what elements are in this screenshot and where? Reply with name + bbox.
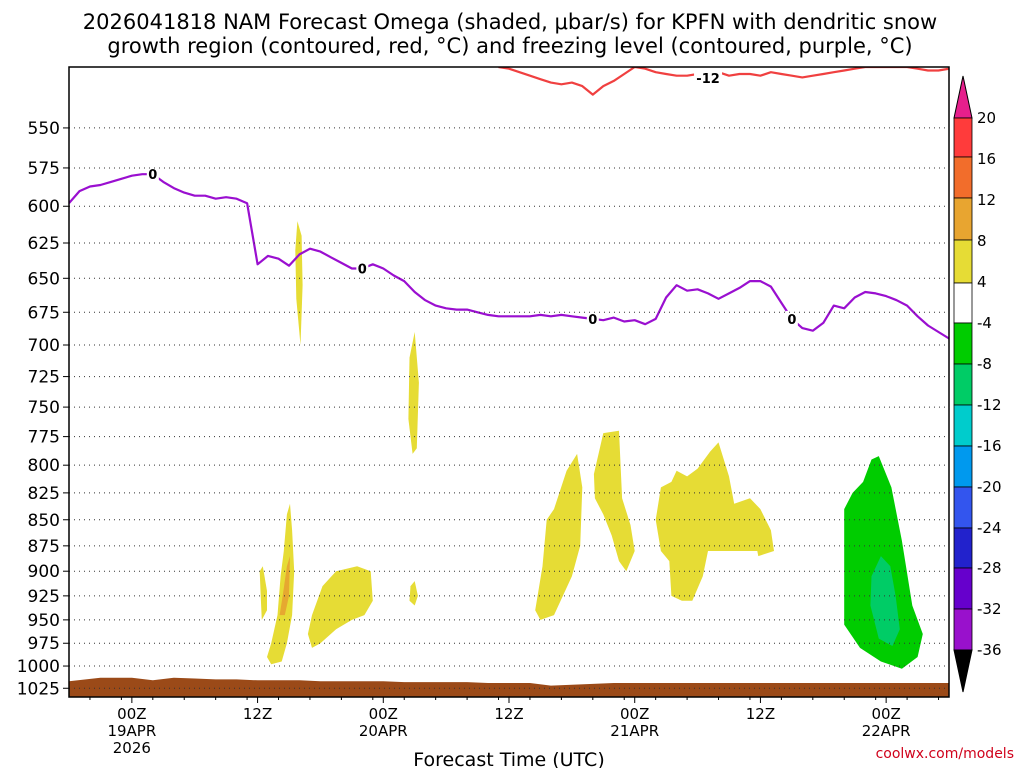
x-tick-label: 20APR [359, 722, 408, 740]
colorbar-swatch [953, 239, 973, 284]
colorbar-swatch [953, 322, 973, 365]
y-tick-label: 875 [28, 537, 60, 557]
omega-region-7 [535, 453, 583, 620]
colorbar-label: 16 [977, 150, 996, 168]
y-tick-label: 1000 [17, 657, 60, 677]
colorbar-swatch [953, 486, 973, 529]
omega-region-3 [307, 566, 373, 648]
omega-region-6 [409, 581, 418, 606]
colorbar-label: -36 [977, 641, 1002, 659]
freezing-level-label: 0 [148, 168, 157, 183]
omega-region-11 [870, 556, 900, 646]
y-tick-label: 575 [28, 159, 60, 179]
y-tick-label: 1025 [17, 679, 60, 699]
x-tick-label: 00Z [871, 705, 900, 723]
omega-region-1 [259, 566, 267, 620]
y-tick-label: 825 [28, 484, 60, 504]
x-tick-label: 2026 [113, 739, 151, 757]
plot-frame [68, 66, 950, 698]
colorbar-swatch [953, 527, 973, 569]
x-tick-label: 00Z [369, 705, 398, 723]
dgz-contour-line [498, 67, 949, 96]
colorbar-label: 20 [977, 109, 996, 127]
x-tick-label: 19APR [107, 722, 156, 740]
chart-title-line1: 2026041818 NAM Forecast Omega (shaded, μ… [83, 10, 937, 34]
terrain-surface [69, 677, 949, 697]
omega-region-2 [279, 556, 290, 616]
grid [69, 127, 949, 689]
colorbar-swatch [953, 282, 973, 324]
x-axis-label: Forecast Time (UTC) [413, 749, 604, 768]
freezing-level-line [69, 173, 949, 340]
y-tick-label: 900 [28, 562, 60, 582]
x-tick-label: 00Z [117, 705, 146, 723]
colorbar-label: -12 [977, 396, 1002, 414]
colorbar-swatch [953, 363, 973, 406]
y-tick-label: 600 [28, 197, 60, 217]
dgz-contour-label: -12 [696, 72, 720, 87]
y-tick-label: 775 [28, 428, 60, 448]
pressure-axis: 550 575 600 625 650 675 700 725 750 775 800 825 850 8… [17, 119, 69, 699]
y-tick-label: 675 [28, 303, 60, 323]
freezing-level-label: 0 [787, 313, 796, 328]
colorbar-swatch [953, 445, 973, 488]
y-tick-label: 700 [28, 336, 60, 356]
colorbar-label: -8 [977, 355, 992, 373]
y-tick-label: 975 [28, 634, 60, 654]
y-tick-label: 625 [28, 234, 60, 254]
omega-region-8 [593, 430, 635, 572]
x-tick-label: 12Z [746, 705, 775, 723]
colorbar-top-arrow [953, 75, 973, 119]
freezing-level-label: 0 [588, 313, 597, 328]
colorbar-label: -4 [977, 314, 992, 332]
x-tick-label: 21APR [610, 722, 659, 740]
credit-text: coolwx.com/models [876, 746, 1014, 762]
colorbar-label: 12 [977, 191, 996, 209]
colorbar-swatch [953, 117, 973, 158]
omega-region-0 [267, 503, 295, 665]
colorbar-label: -24 [977, 519, 1002, 537]
colorbar-bottom-arrow [953, 649, 973, 693]
colorbar-label: -20 [977, 478, 1002, 496]
colorbar-label: -32 [977, 600, 1002, 618]
colorbar-label: 8 [977, 232, 987, 250]
x-tick-label: 12Z [243, 705, 272, 723]
colorbar-label: 4 [977, 273, 987, 291]
freezing-level-label: 0 [358, 263, 367, 278]
colorbar-swatch [953, 197, 973, 241]
y-tick-label: 950 [28, 611, 60, 631]
y-tick-label: 650 [28, 269, 60, 289]
x-tick-label: 22APR [862, 722, 911, 740]
colorbar-swatch [953, 608, 973, 651]
plot-area: 0 0 0 0 -12 [69, 67, 949, 697]
colorbar-swatch [953, 156, 973, 199]
colorbar-label: -16 [977, 437, 1002, 455]
omega-region-5 [408, 332, 419, 454]
x-tick-label: 00Z [620, 705, 649, 723]
chart-title-line2: growth region (contoured, red, °C) and f… [107, 34, 912, 58]
colorbar-swatch [953, 404, 973, 447]
y-tick-label: 800 [28, 456, 60, 476]
y-tick-label: 925 [28, 587, 60, 607]
omega-region-4 [295, 221, 303, 345]
colorbar-label: -28 [977, 559, 1002, 577]
y-tick-label: 725 [28, 368, 60, 388]
omega-region-9 [655, 442, 774, 601]
y-tick-label: 850 [28, 511, 60, 531]
x-tick-label: 12Z [494, 705, 523, 723]
y-tick-label: 750 [28, 398, 60, 418]
colorbar: 20 16 12 8 4 -4 -8 -12 -16 -20 -24 -28 -32 -36 [953, 75, 1002, 693]
colorbar-swatch [953, 567, 973, 610]
y-tick-label: 550 [28, 119, 60, 139]
